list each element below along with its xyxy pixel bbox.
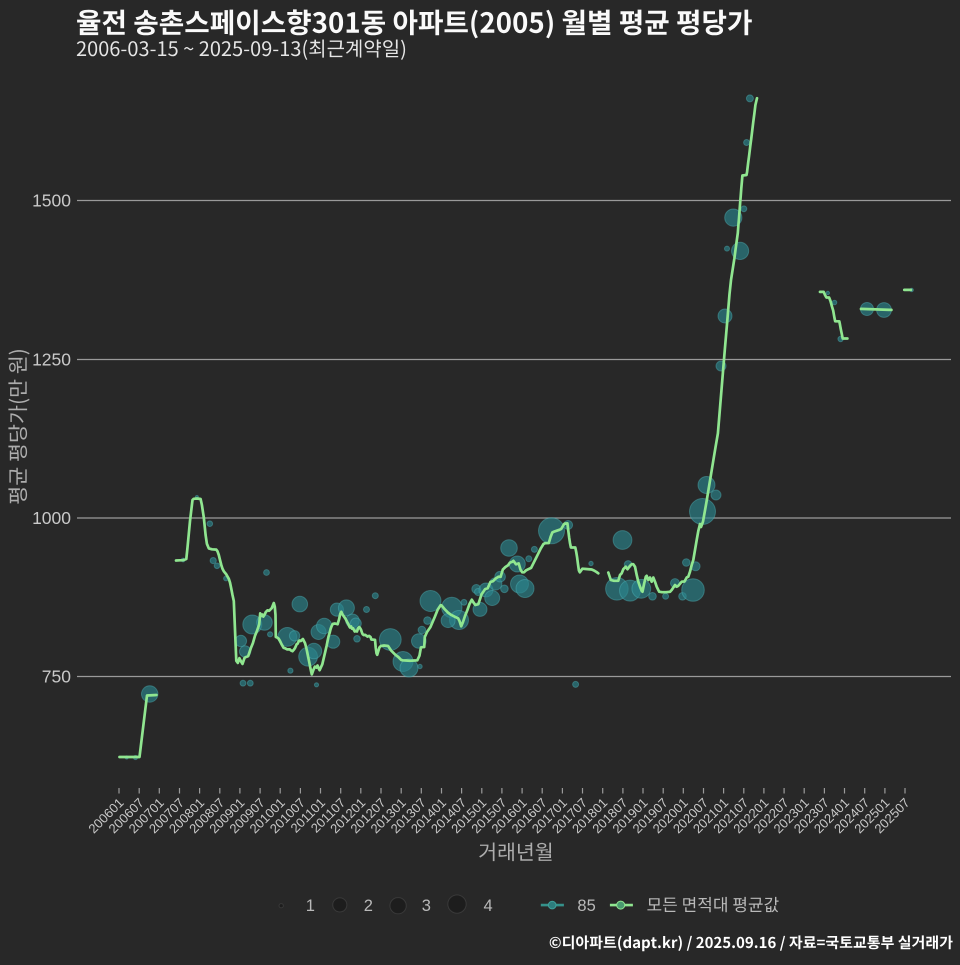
svg-text:2: 2 bbox=[364, 897, 373, 915]
svg-text:1000: 1000 bbox=[32, 508, 71, 528]
svg-text:3: 3 bbox=[422, 897, 431, 915]
svg-text:1: 1 bbox=[306, 897, 315, 915]
svg-text:4: 4 bbox=[484, 897, 493, 915]
svg-text:1500: 1500 bbox=[32, 191, 71, 211]
svg-text:1250: 1250 bbox=[32, 350, 71, 370]
svg-text:750: 750 bbox=[42, 667, 71, 687]
svg-text:85: 85 bbox=[577, 897, 595, 915]
